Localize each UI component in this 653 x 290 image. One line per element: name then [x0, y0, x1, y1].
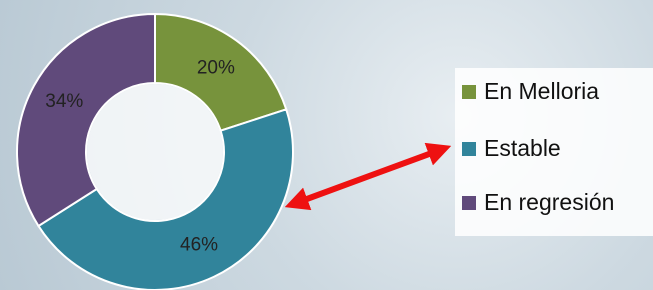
data-label: 20% — [197, 57, 235, 78]
legend-label: En Melloria — [484, 78, 599, 104]
screenshot: 20% 46% 34% En Melloria Estable En regresión — [0, 0, 653, 290]
legend-swatch — [462, 196, 476, 210]
data-label: 34% — [45, 91, 83, 112]
arrow — [296, 150, 440, 203]
donut-hole — [87, 84, 223, 220]
legend-label: Estable — [484, 135, 561, 161]
chart: 20% 46% 34% En Melloria Estable En regresión — [0, 0, 653, 290]
legend-swatch — [462, 85, 476, 99]
legend-swatch — [462, 142, 476, 156]
data-label: 46% — [180, 235, 218, 256]
legend-label: En regresión — [484, 189, 614, 215]
